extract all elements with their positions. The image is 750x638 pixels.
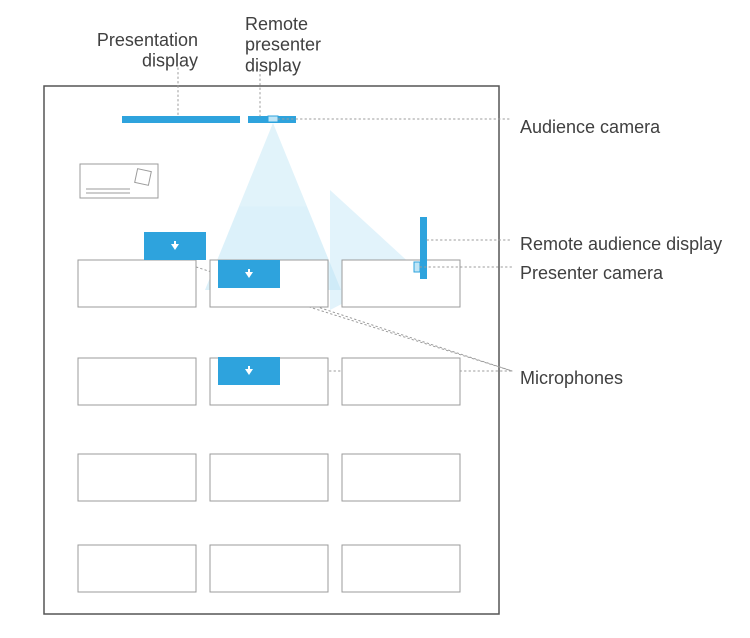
desk bbox=[342, 545, 460, 592]
desk bbox=[342, 358, 460, 405]
diagram-stage: PresentationdisplayRemotepresenterdispla… bbox=[0, 0, 750, 633]
presentation-display bbox=[122, 116, 240, 123]
label-presenter-camera: Presenter camera bbox=[520, 263, 664, 283]
microphone bbox=[218, 260, 280, 288]
audience-camera bbox=[268, 116, 278, 122]
label-remote-audience-display: Remote audience display bbox=[520, 234, 722, 254]
desk bbox=[78, 260, 196, 307]
desk bbox=[78, 545, 196, 592]
microphone bbox=[218, 357, 280, 385]
desk bbox=[78, 358, 196, 405]
desk bbox=[342, 454, 460, 501]
label-microphones: Microphones bbox=[520, 368, 623, 388]
remote-audience-display bbox=[420, 217, 427, 279]
desk bbox=[78, 454, 196, 501]
label-audience-camera: Audience camera bbox=[520, 117, 661, 137]
microphone bbox=[144, 232, 206, 260]
desk bbox=[210, 545, 328, 592]
equipment-box bbox=[80, 164, 158, 198]
desk bbox=[210, 454, 328, 501]
presenter-camera bbox=[414, 262, 420, 272]
